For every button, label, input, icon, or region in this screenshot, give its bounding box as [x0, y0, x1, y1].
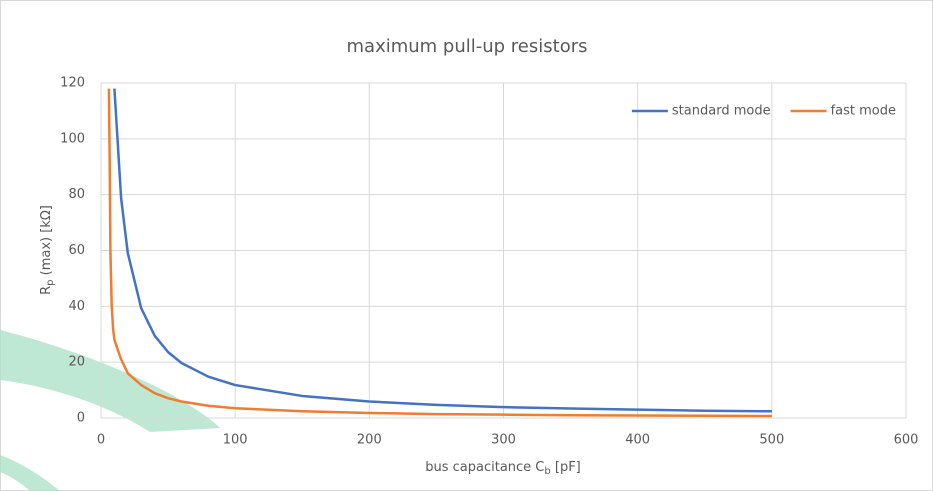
x-tick-label: 0: [97, 433, 105, 448]
chart-title: maximum pull-up resistors: [347, 36, 588, 57]
decoration: [0, 455, 60, 491]
x-tick-label: 100: [223, 433, 248, 448]
label-part: bus capacitance C: [425, 460, 544, 475]
y-tick-label: 40: [68, 299, 85, 314]
x-tick-label: 500: [759, 433, 784, 448]
y-tick-label: 0: [77, 411, 85, 426]
label-part: [pF]: [551, 460, 581, 475]
subscript: p: [45, 279, 56, 285]
x-tick-label: 200: [357, 433, 382, 448]
legend-label: standard mode: [672, 104, 771, 119]
series-line: [113, 88, 772, 413]
subscript: b: [544, 466, 550, 477]
x-axis-label: bus capacitance Cb [pF]: [425, 460, 581, 478]
y-tick-label: 100: [60, 131, 85, 146]
y-tick-label: 60: [68, 243, 85, 258]
grid: [100, 82, 907, 419]
legend-label: fast mode: [831, 104, 896, 119]
y-tick-label: 80: [68, 187, 85, 202]
x-tick-label: 600: [894, 433, 919, 448]
x-tick-label: 400: [625, 433, 650, 448]
decoration: [0, 330, 220, 432]
y-tick-label: 20: [68, 355, 85, 370]
label-part: R: [39, 286, 54, 295]
label-part: (max) [kΩ]: [39, 205, 54, 279]
series-line: [107, 88, 772, 418]
y-tick-label: 120: [60, 76, 85, 91]
y-axis-label: Rp (max) [kΩ]: [39, 205, 57, 295]
x-tick-label: 300: [491, 433, 516, 448]
